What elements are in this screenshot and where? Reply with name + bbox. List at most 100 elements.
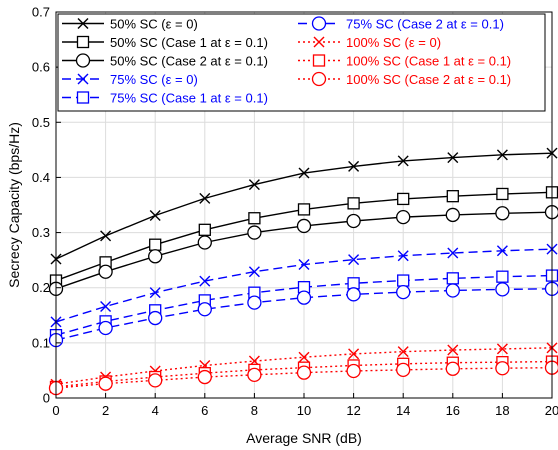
data-point-x-marker [496,343,508,355]
x-tick-label: 18 [495,403,509,418]
series-layer [48,147,558,396]
data-point-x-marker [100,230,112,242]
series-path [55,347,553,385]
data-point-circle-marker [445,283,460,298]
data-point-circle-marker [346,287,361,302]
data-point-x-marker [149,209,161,221]
axis-ticks: 0 2 4 6 8 10 12 14 16 18 20 0 0.1 0.2 0.3 0.4 0.5 0.6 0.7 [32,5,558,419]
data-point-circle-marker [75,53,91,68]
y-tick-label: 0.4 [32,170,50,185]
y-tick-label: 0.6 [32,60,50,75]
data-point-x-marker [447,344,459,356]
data-point-square-marker [76,91,90,104]
x-axis-label: Average SNR (dB) [246,430,362,446]
data-point-square-marker [347,277,360,290]
data-point-circle-marker [98,376,113,391]
y-tick-label: 0.1 [32,335,50,350]
legend-item: 50% SC (Case 1 at ε = 0.1) [62,35,268,50]
legend-label: 75% SC (Case 1 at ε = 0.1) [110,91,268,106]
data-point-square-marker [149,238,162,251]
data-point-x-marker [447,152,459,164]
legend-label: 100% SC (ε = 0) [346,35,441,50]
data-point-circle-marker [247,295,262,310]
data-point-x-marker [77,18,89,29]
data-point-circle-marker [247,367,262,382]
legend-box [57,13,546,112]
data-point-circle-marker [396,362,411,378]
data-point-circle-marker [247,225,262,240]
data-point-x-marker [447,247,459,259]
x-tick-label: 12 [346,403,360,418]
y-axis-label: Secrecy Capacity (bps/Hz) [6,122,22,288]
data-point-x-marker [496,149,508,161]
y-tick-label: 0.7 [32,5,50,20]
x-tick-label: 16 [446,403,460,418]
data-point-circle-marker [197,235,212,250]
data-point-circle-marker [148,373,163,388]
data-point-circle-marker [148,249,163,264]
data-point-square-marker [446,190,459,203]
x-tick-label: 20 [545,403,558,418]
legend-item: 75% SC (Case 1 at ε = 0.1) [62,91,268,106]
x-tick-label: 0 [52,403,59,418]
data-point-circle-marker [346,363,361,379]
data-point-square-marker [397,274,410,287]
data-point-circle-marker [445,361,460,376]
legend-label: 75% SC (ε = 0) [110,72,198,87]
data-point-circle-marker [495,361,510,376]
data-point-x-marker [199,192,211,204]
data-point-x-marker [313,36,325,48]
data-point-x-marker [298,167,310,179]
data-point-square-marker [248,212,261,225]
data-point-circle-marker [296,365,312,380]
data-point-circle-marker [197,369,212,385]
legend-item: 100% SC (Case 2 at ε = 0.1) [298,71,511,87]
x-tick-label: 2 [102,403,109,418]
data-point-circle-marker [445,207,460,223]
legend-item: 100% SC (Case 1 at ε = 0.1) [298,54,511,69]
series-line [50,243,558,328]
data-point-square-marker [496,187,509,201]
x-tick-label: 14 [396,403,410,418]
legend-label: 100% SC (Case 2 at ε = 0.1) [346,72,511,87]
data-point-x-marker [397,250,409,262]
legend-label: 100% SC (Case 1 at ε = 0.1) [346,54,511,69]
data-point-x-marker [149,287,161,299]
data-point-x-marker [397,346,409,358]
data-point-circle-marker [495,282,510,297]
legend-item: 75% SC (Case 2 at ε = 0.1) [298,16,504,32]
data-point-x-marker [496,245,508,257]
data-point-square-marker [347,197,360,210]
series-path [55,288,553,341]
x-tick-label: 6 [201,403,208,418]
legend-label: 50% SC (ε = 0) [110,17,198,32]
series-line [50,147,558,265]
legend-label: 50% SC (Case 1 at ε = 0.1) [110,35,268,50]
x-tick-label: 8 [251,403,258,418]
data-point-circle-marker [495,206,510,221]
legend-item: 75% SC (ε = 0) [62,72,198,87]
data-point-circle-marker [296,290,312,305]
data-point-square-marker [76,35,90,49]
y-tick-label: 0.5 [32,115,50,130]
data-point-circle-marker [396,284,411,300]
legend-item: 50% SC (ε = 0) [62,17,198,32]
x-tick-label: 4 [152,403,159,418]
data-point-x-marker [348,254,360,266]
data-point-circle-marker [296,218,312,234]
data-point-circle-marker [346,213,361,229]
data-point-x-marker [199,275,211,287]
y-tick-label: 0.2 [32,280,50,295]
data-point-circle-marker [311,71,327,87]
series-line [48,281,558,348]
data-point-circle-marker [311,16,327,31]
legend-label: 50% SC (Case 2 at ε = 0.1) [110,54,268,69]
legend-item: 100% SC (ε = 0) [298,35,441,50]
data-point-square-marker [312,54,326,67]
data-point-x-marker [100,300,112,312]
data-point-square-marker [297,203,311,216]
legend: 50% SC (ε = 0) 50% SC (Case 1 at ε = 0.1)… [57,13,546,112]
x-tick-label: 10 [297,403,311,418]
data-point-x-marker [248,179,260,191]
data-point-square-marker [496,270,509,283]
